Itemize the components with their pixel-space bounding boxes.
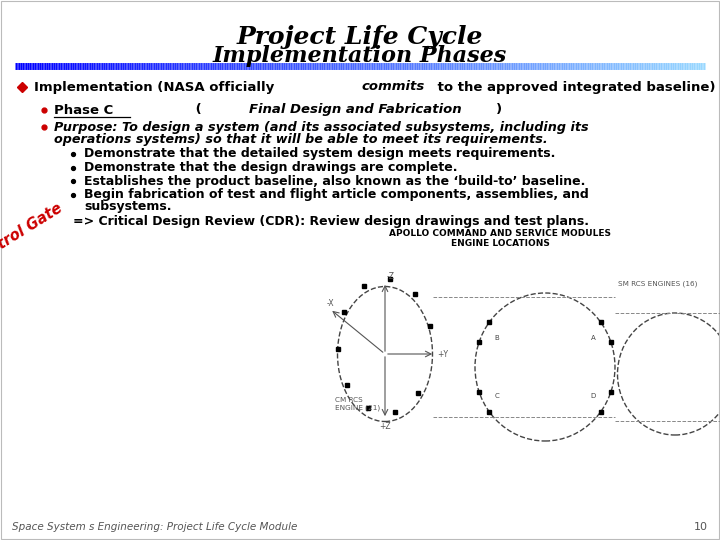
Text: A: A [591, 335, 595, 341]
Text: Control Gate: Control Gate [0, 201, 66, 269]
Text: D: D [590, 393, 596, 399]
Text: ): ) [495, 104, 502, 117]
Text: => Critical Design Review (CDR): Review design drawings and test plans.: => Critical Design Review (CDR): Review … [73, 215, 589, 228]
Text: Purpose: To design a system (and its associated subsystems, including its: Purpose: To design a system (and its ass… [54, 120, 589, 133]
Text: Begin fabrication of test and flight article components, assemblies, and: Begin fabrication of test and flight art… [84, 188, 589, 201]
Text: -X: -X [327, 299, 335, 308]
Text: Demonstrate that the design drawings are complete.: Demonstrate that the design drawings are… [84, 161, 457, 174]
Text: to the approved integrated baseline): to the approved integrated baseline) [433, 80, 716, 93]
Text: -Z: -Z [387, 272, 395, 281]
Text: subsystems.: subsystems. [84, 200, 171, 213]
Text: B: B [495, 335, 499, 341]
Text: CM RCS
ENGINE (21): CM RCS ENGINE (21) [335, 397, 380, 411]
Text: 10: 10 [694, 522, 708, 532]
Text: +Y: +Y [437, 350, 448, 359]
Text: C: C [495, 393, 499, 399]
Text: SM RCS ENGINES (16): SM RCS ENGINES (16) [618, 281, 698, 287]
Text: operations systems) so that it will be able to meet its requirements.: operations systems) so that it will be a… [54, 133, 548, 146]
Text: Phase C: Phase C [54, 104, 113, 117]
Text: Space System s Engineering: Project Life Cycle Module: Space System s Engineering: Project Life… [12, 522, 297, 532]
Text: +Z: +Z [379, 422, 391, 431]
Text: Implementation Phases: Implementation Phases [213, 45, 507, 67]
Text: Final Design and Fabrication: Final Design and Fabrication [249, 104, 462, 117]
Text: commits: commits [361, 80, 425, 93]
Text: ENGINE LOCATIONS: ENGINE LOCATIONS [451, 240, 549, 248]
Text: Demonstrate that the detailed system design meets requirements.: Demonstrate that the detailed system des… [84, 147, 555, 160]
Text: (: ( [191, 104, 202, 117]
Text: Project Life Cycle: Project Life Cycle [237, 25, 483, 49]
Text: Implementation (NASA officially: Implementation (NASA officially [34, 80, 279, 93]
Text: Establishes the product baseline, also known as the ‘build-to’ baseline.: Establishes the product baseline, also k… [84, 174, 585, 187]
Text: APOLLO COMMAND AND SERVICE MODULES: APOLLO COMMAND AND SERVICE MODULES [389, 230, 611, 239]
